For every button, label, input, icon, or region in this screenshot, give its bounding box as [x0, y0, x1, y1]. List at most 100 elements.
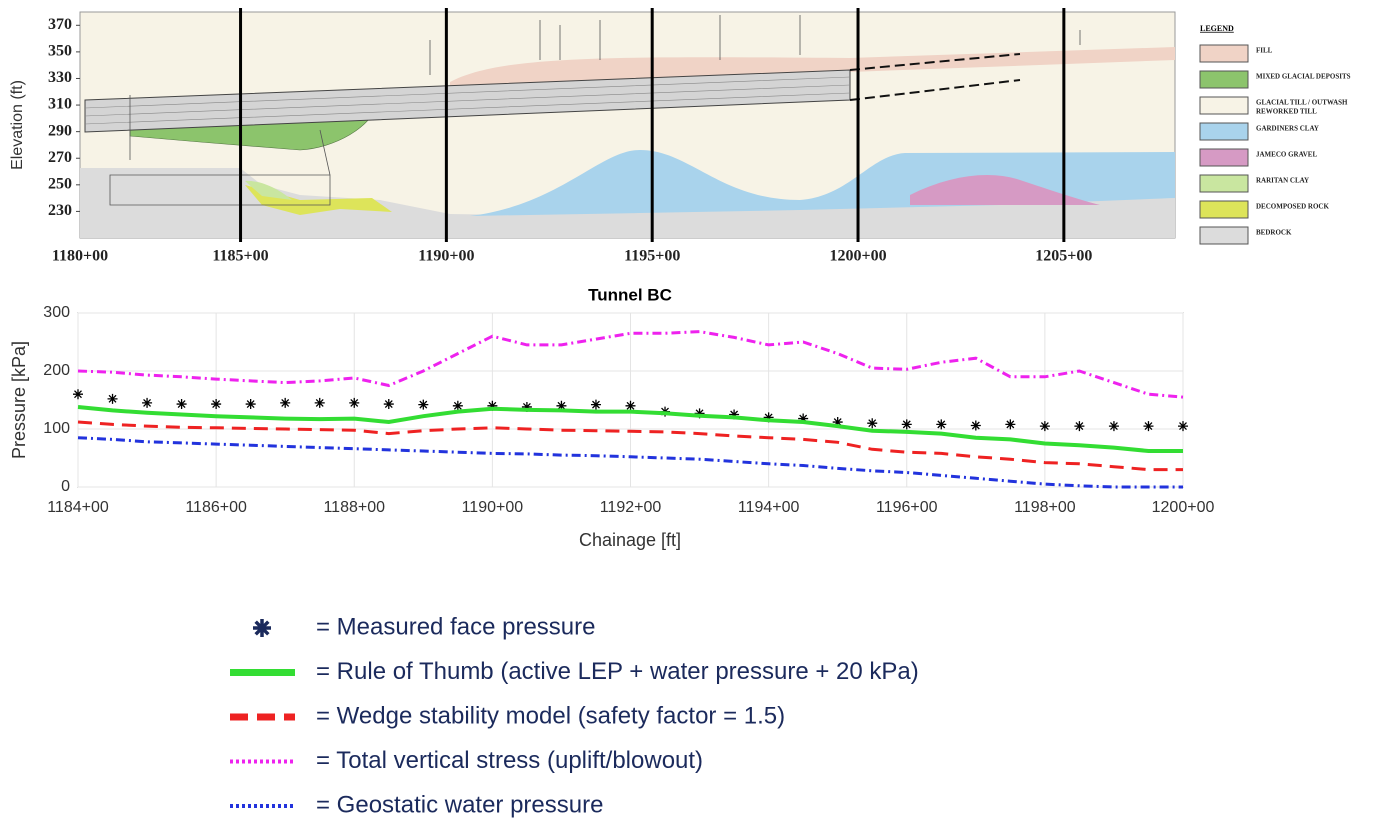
- data-point: [142, 397, 153, 408]
- tunnel-hatch: [84, 76, 851, 125]
- data-point: [901, 419, 912, 430]
- legend-label: RARITAN CLAY: [1256, 177, 1309, 185]
- data-point: [73, 389, 83, 400]
- data-point: [487, 400, 498, 411]
- x-tick-label: 1192+00: [600, 499, 662, 516]
- data-line: [77, 420, 1183, 472]
- x-tick-label: 1190+00: [418, 248, 474, 265]
- y-axis-label: Pressure [kPa]: [9, 341, 29, 459]
- legend-label: FILL: [1256, 47, 1273, 55]
- y-tick-label: 0: [61, 478, 70, 495]
- data-point: [245, 399, 256, 410]
- legend-label: GLACIAL TILL / OUTWASH: [1256, 99, 1348, 107]
- data-point: [1005, 419, 1016, 430]
- extension: [849, 53, 1021, 101]
- data-point: [452, 400, 463, 411]
- data-point: [763, 412, 774, 423]
- data-point: [211, 399, 222, 410]
- x-tick-label: 1200+00: [1152, 499, 1215, 516]
- legend-label: DECOMPOSED ROCK: [1256, 203, 1329, 211]
- y-tick-label: 350: [48, 43, 72, 60]
- legend-label: JAMECO GRAVEL: [1256, 151, 1317, 159]
- data-point: [694, 408, 705, 419]
- y-tick-label: 290: [48, 122, 72, 139]
- legend-label: GARDINERS CLAY: [1256, 125, 1319, 133]
- x-tick-label: 1195+00: [624, 248, 680, 265]
- y-tick-label: 200: [43, 362, 70, 379]
- y-tick-label: 310: [48, 96, 72, 113]
- data-point: [176, 399, 187, 410]
- legend-label: = Total vertical stress (uplift/blowout): [316, 747, 703, 774]
- legend-swatch: [1199, 200, 1249, 219]
- data-point: [970, 420, 981, 431]
- x-tick-label: 1186+00: [185, 499, 247, 516]
- x-tick-label: 1190+00: [462, 499, 524, 516]
- legend-label: BEDROCK: [1256, 229, 1292, 237]
- geologic-profile: [79, 11, 1176, 239]
- legend-swatch: [1199, 174, 1249, 193]
- y-tick-label: 100: [43, 420, 70, 437]
- y-tick-label: 300: [43, 304, 70, 321]
- decomposed-rock: [245, 185, 392, 215]
- data-point: [590, 399, 601, 410]
- legend-swatch: [1199, 44, 1249, 63]
- data-line: [77, 330, 1184, 399]
- x-tick-label: 1188+00: [323, 499, 385, 516]
- x-tick-label: 1205+00: [1035, 248, 1092, 265]
- data-line: [77, 436, 1183, 489]
- x-tick-label: 1184+00: [47, 499, 109, 516]
- data-point: [936, 419, 947, 430]
- chart-title: Tunnel BC: [588, 285, 672, 304]
- data-point: [1143, 421, 1154, 432]
- bedrock: [80, 168, 1175, 238]
- data-point: [418, 399, 429, 410]
- data-point: [625, 400, 636, 411]
- legend-swatch: [1199, 122, 1249, 141]
- legend-label: = Measured face pressure: [316, 613, 595, 640]
- data-point: [798, 413, 809, 424]
- jameco-gravel: [910, 175, 1100, 205]
- data-point: [1178, 421, 1188, 432]
- x-tick-label: 1198+00: [1014, 499, 1076, 516]
- data-point: [729, 409, 740, 420]
- legend-swatch: [1199, 148, 1249, 167]
- y-tick-label: 330: [48, 69, 72, 86]
- data-point: [107, 393, 118, 404]
- legend-label: REWORKED TILL: [1256, 108, 1317, 116]
- legend-label: = Rule of Thumb (active LEP + water pres…: [316, 658, 919, 685]
- data-point: [832, 417, 843, 428]
- y-tick-label: 370: [48, 16, 72, 33]
- y-tick-label: 250: [48, 175, 72, 192]
- data-point: [1074, 421, 1085, 432]
- data-point: [314, 397, 325, 408]
- data-point: [867, 418, 878, 429]
- legend-symbol: [253, 619, 271, 637]
- y-tick-label: 230: [48, 202, 72, 219]
- data-point: [349, 397, 360, 408]
- legend-label: = Wedge stability model (safety factor =…: [316, 702, 785, 729]
- y-tick-label: 270: [48, 149, 72, 166]
- raritan-clay: [245, 180, 292, 200]
- data-point: [556, 400, 567, 411]
- x-axis-label: Chainage [ft]: [579, 530, 681, 550]
- legend-label: MIXED GLACIAL DEPOSITS: [1256, 73, 1351, 81]
- data-line: [77, 405, 1183, 453]
- x-tick-label: 1180+00: [52, 248, 108, 265]
- legend-swatch: [1199, 96, 1249, 115]
- x-tick-label: 1185+00: [212, 248, 268, 265]
- x-tick-label: 1200+00: [829, 248, 886, 265]
- legend-title: LEGEND: [1200, 24, 1234, 33]
- x-tick-label: 1196+00: [876, 499, 938, 516]
- structures: [109, 15, 1081, 206]
- legend-swatch: [1199, 70, 1249, 89]
- legend-label: = Geostatic water pressure: [316, 791, 603, 818]
- data-point: [383, 399, 394, 410]
- x-tick-label: 1194+00: [738, 499, 800, 516]
- y-axis-label: Elevation (ft): [9, 80, 26, 170]
- data-point: [280, 397, 291, 408]
- data-point: [1108, 421, 1119, 432]
- data-point: [1039, 421, 1050, 432]
- legend-swatch: [1199, 226, 1249, 245]
